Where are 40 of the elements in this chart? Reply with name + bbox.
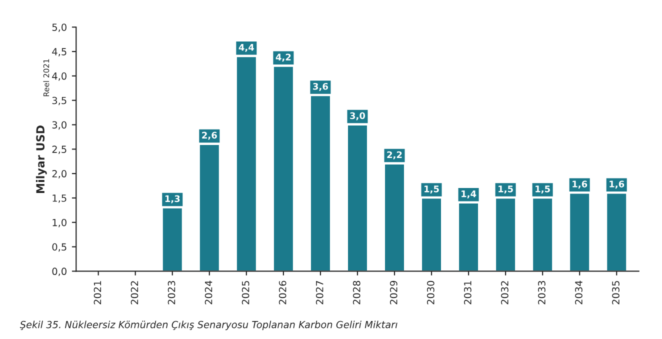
data-label: 3,0 <box>350 112 366 120</box>
x-tick-label: 2026 <box>278 280 286 304</box>
data-label: 3,6 <box>313 82 328 91</box>
x-tick-label: 2034 <box>575 280 582 304</box>
x-tick-label: 2025 <box>242 281 250 304</box>
y-tick-label: 5,0 <box>52 24 66 32</box>
y-tick-label: 4,5 <box>52 48 66 56</box>
y-tick-label: 1,0 <box>52 218 66 228</box>
y-tick-label: 0,0 <box>52 268 66 276</box>
x-tick-label: 2032 <box>501 281 508 304</box>
data-label: 4,2 <box>276 54 291 62</box>
data-label: 1,6 <box>610 180 624 189</box>
data-label: 1,6 <box>572 180 588 189</box>
x-tick-label: 2022 <box>130 281 138 304</box>
data-label: 1,3 <box>165 195 180 204</box>
y-tick-label: 2,0 <box>52 170 66 178</box>
y-tick-label: 4,0 <box>52 72 66 81</box>
data-label: 1,5 <box>424 186 439 194</box>
x-tick-label: 2035 <box>612 281 620 304</box>
data-label: 4,4 <box>238 44 254 52</box>
x-tick-label: 2028 <box>352 280 360 304</box>
x-tick-label: 2033 <box>538 281 546 304</box>
x-tick-label: 2023 <box>168 281 176 304</box>
data-label: 2,6 <box>202 132 217 140</box>
y-tick-label: 0,5 <box>52 243 66 252</box>
x-tick-label: 2021 <box>94 281 102 304</box>
text: Şekil 35. Nükleersiz Kömürden Çıkış Senaryosu Toplanan Karbon Geliri Miktarı <box>20 320 398 330</box>
y-tick-label: 2,5 <box>52 146 66 154</box>
x-tick-label: 2024 <box>204 280 212 304</box>
y-tick-label: 3,0 <box>52 121 66 130</box>
y-tick-label: 3,5 <box>52 96 66 106</box>
x-tick-label: 2030 <box>426 280 434 304</box>
x-tick-label: 2027 <box>316 281 324 304</box>
y-tick-label: 1,5 <box>52 194 66 203</box>
data-label: 1,5 <box>536 186 550 194</box>
data-label: 2,2 <box>387 151 402 160</box>
data-label: 1,4 <box>462 190 476 198</box>
x-tick-label: 2029 <box>390 280 398 304</box>
x-tick-label: 2031 <box>464 281 472 304</box>
data-label: 1,5 <box>498 186 513 194</box>
